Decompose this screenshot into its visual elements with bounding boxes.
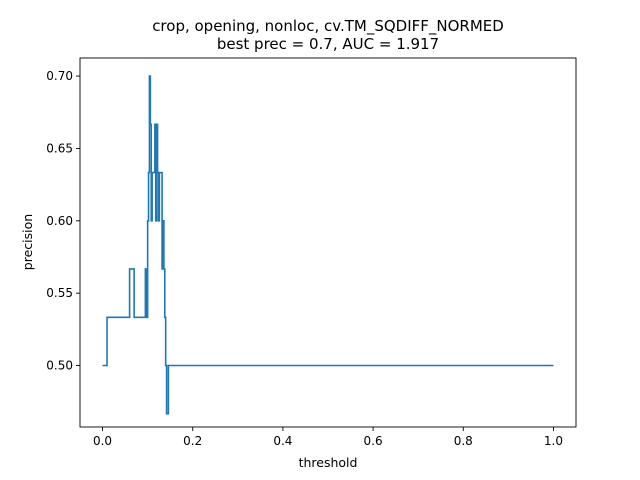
x-axis-label: threshold [299, 455, 358, 470]
plot-area [102, 75, 554, 415]
x-tick-label: 0.2 [183, 434, 202, 448]
x-axis-ticks: 0.0 0.2 0.4 0.6 0.8 1.0 [93, 427, 563, 448]
y-tick-label: 0.50 [46, 359, 73, 373]
chart-title: crop, opening, nonloc, cv.TM_SQDIFF_NORM… [152, 17, 504, 36]
precision-line [102, 75, 554, 415]
y-tick-label: 0.70 [46, 69, 73, 83]
y-tick-label: 0.60 [46, 214, 73, 228]
y-axis-label: precision [20, 214, 35, 270]
x-tick-label: 0.0 [93, 434, 112, 448]
chart-subtitle: best prec = 0.7, AUC = 1.917 [217, 35, 439, 53]
plot-frame [79, 57, 577, 428]
y-tick-label: 0.55 [46, 286, 73, 300]
y-axis-ticks: 0.50 0.55 0.60 0.65 0.70 [46, 69, 80, 373]
x-tick-label: 0.6 [364, 434, 383, 448]
x-tick-label: 0.8 [454, 434, 473, 448]
x-tick-label: 1.0 [544, 434, 563, 448]
y-tick-label: 0.65 [46, 141, 73, 155]
x-tick-label: 0.4 [273, 434, 292, 448]
